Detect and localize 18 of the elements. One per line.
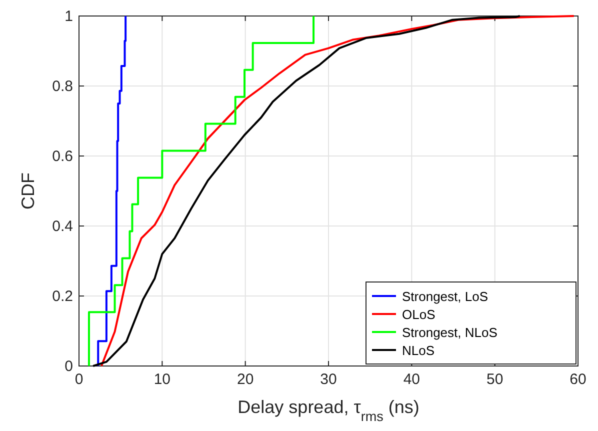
x-tick-label: 20 — [236, 371, 254, 388]
x-axis-title: Delay spread, τ$_{rms}$ (ns) — [238, 397, 420, 424]
legend-label: NLoS — [402, 343, 435, 358]
y-tick-label: 0.4 — [52, 218, 73, 235]
y-tick-label: 0.8 — [52, 78, 73, 95]
y-tick-label: 0 — [64, 358, 73, 375]
legend-label: Strongest, NLoS — [402, 325, 498, 340]
x-tick-label: 40 — [403, 371, 420, 388]
x-tick-label: 50 — [486, 371, 504, 388]
legend-label: OLoS — [402, 307, 436, 322]
x-tick-label: 30 — [320, 371, 337, 388]
y-tick-label: 0.2 — [52, 288, 73, 305]
y-tick-label: 1 — [64, 8, 73, 25]
y-tick-label: 0.6 — [52, 148, 73, 165]
x-tick-label: 60 — [570, 371, 586, 388]
y-axis-title: CDF — [18, 172, 38, 210]
legend-label: Strongest, LoS — [402, 289, 488, 304]
x-tick-label: 10 — [154, 371, 171, 388]
